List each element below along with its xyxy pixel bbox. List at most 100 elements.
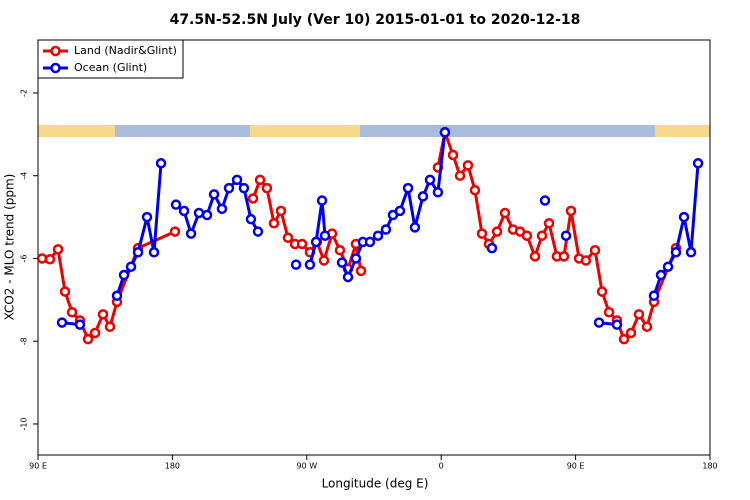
data-point (558, 251, 570, 262)
x-tick-label: 90 E (29, 462, 47, 471)
data-point (310, 236, 322, 248)
data-point (231, 174, 243, 186)
data-point (476, 228, 488, 239)
data-point (432, 187, 444, 198)
data-point (59, 286, 71, 297)
data-point (319, 230, 331, 241)
data-point (52, 244, 64, 255)
y-tick-label: -6 (20, 254, 29, 262)
data-point (486, 242, 498, 254)
land-strip (38, 125, 115, 137)
x-tick-label: 180 (702, 462, 717, 471)
data-point (193, 207, 205, 219)
land-strip (250, 125, 360, 137)
data-point (247, 193, 259, 204)
data-point (44, 254, 56, 265)
chart-title: 47.5N-52.5N July (Ver 10) 2015-01-01 to … (170, 12, 581, 28)
surface-strip (38, 125, 710, 137)
data-point (118, 269, 130, 281)
data-point (216, 203, 228, 215)
data-point (625, 327, 637, 339)
data-point (454, 170, 466, 181)
data-point (439, 127, 451, 138)
data-point (536, 230, 548, 241)
data-point (268, 218, 280, 229)
data-point (66, 307, 78, 318)
data-point (82, 333, 94, 345)
data-point (56, 317, 68, 328)
data-point (596, 286, 608, 297)
y-tick-label: -10 (20, 417, 29, 430)
data-point (342, 271, 354, 283)
data-point (290, 259, 302, 270)
x-tick-label: 90 E (567, 462, 585, 471)
data-point (469, 184, 481, 196)
data-point (141, 211, 153, 223)
data-point (364, 236, 376, 248)
data-point (394, 205, 406, 217)
plot-frame (37, 39, 711, 456)
data-point (543, 218, 555, 229)
data-point (662, 261, 674, 272)
data-point (447, 149, 459, 161)
data-point (499, 207, 511, 219)
data-point (417, 191, 429, 202)
data-point (185, 228, 197, 239)
data-point (589, 244, 601, 256)
data-point (491, 226, 503, 237)
data-point (648, 290, 660, 301)
data-point (125, 261, 137, 272)
data-point (633, 309, 645, 320)
data-point (529, 251, 541, 262)
data-point (282, 232, 294, 244)
data-point (655, 269, 667, 281)
data-point (238, 182, 250, 194)
data-point (593, 317, 605, 328)
legend: Land (Nadir&Glint) Ocean (Glint) (37, 39, 184, 79)
data-point (169, 226, 181, 237)
data-point (641, 321, 653, 332)
data-point (318, 255, 330, 266)
data-point (560, 230, 572, 241)
data-point (402, 182, 414, 194)
data-point (245, 213, 257, 225)
data-point (380, 224, 392, 235)
data-point (201, 209, 213, 221)
y-tick-label: -8 (20, 337, 29, 345)
data-point (692, 158, 704, 169)
data-point (170, 199, 182, 210)
x-tick-label: 90 W (296, 462, 317, 471)
data-point (252, 226, 264, 237)
data-point (372, 230, 384, 241)
legend-marker (50, 45, 61, 57)
data-point (89, 327, 101, 339)
x-tick-label: 0 (439, 462, 444, 471)
data-point (539, 195, 551, 206)
data-point (565, 205, 577, 217)
data-point (74, 319, 86, 330)
data-point (424, 174, 436, 186)
data-point (678, 211, 690, 223)
data-point (603, 307, 615, 318)
data-point (409, 222, 421, 233)
data-point (104, 321, 116, 332)
legend-label: Land (Nadir&Glint) (74, 44, 177, 57)
series-line (41, 130, 678, 341)
x-tick-label: 180 (165, 462, 180, 471)
data-point (580, 255, 592, 266)
data-point (208, 189, 220, 200)
data-point (178, 205, 190, 217)
data-point (254, 174, 266, 186)
data-point (521, 230, 533, 241)
data-point (304, 259, 316, 270)
y-tick-label: -4 (20, 172, 29, 180)
data-point (355, 265, 367, 277)
legend-label: Ocean (Glint) (74, 61, 147, 74)
data-point (336, 257, 348, 268)
data-point (611, 319, 623, 330)
land-strip (655, 125, 710, 137)
x-axis-label: Longitude (deg E) (322, 477, 429, 491)
data-point (350, 253, 362, 264)
y-axis-label: XCO2 - MLO trend (ppm) (3, 174, 17, 321)
